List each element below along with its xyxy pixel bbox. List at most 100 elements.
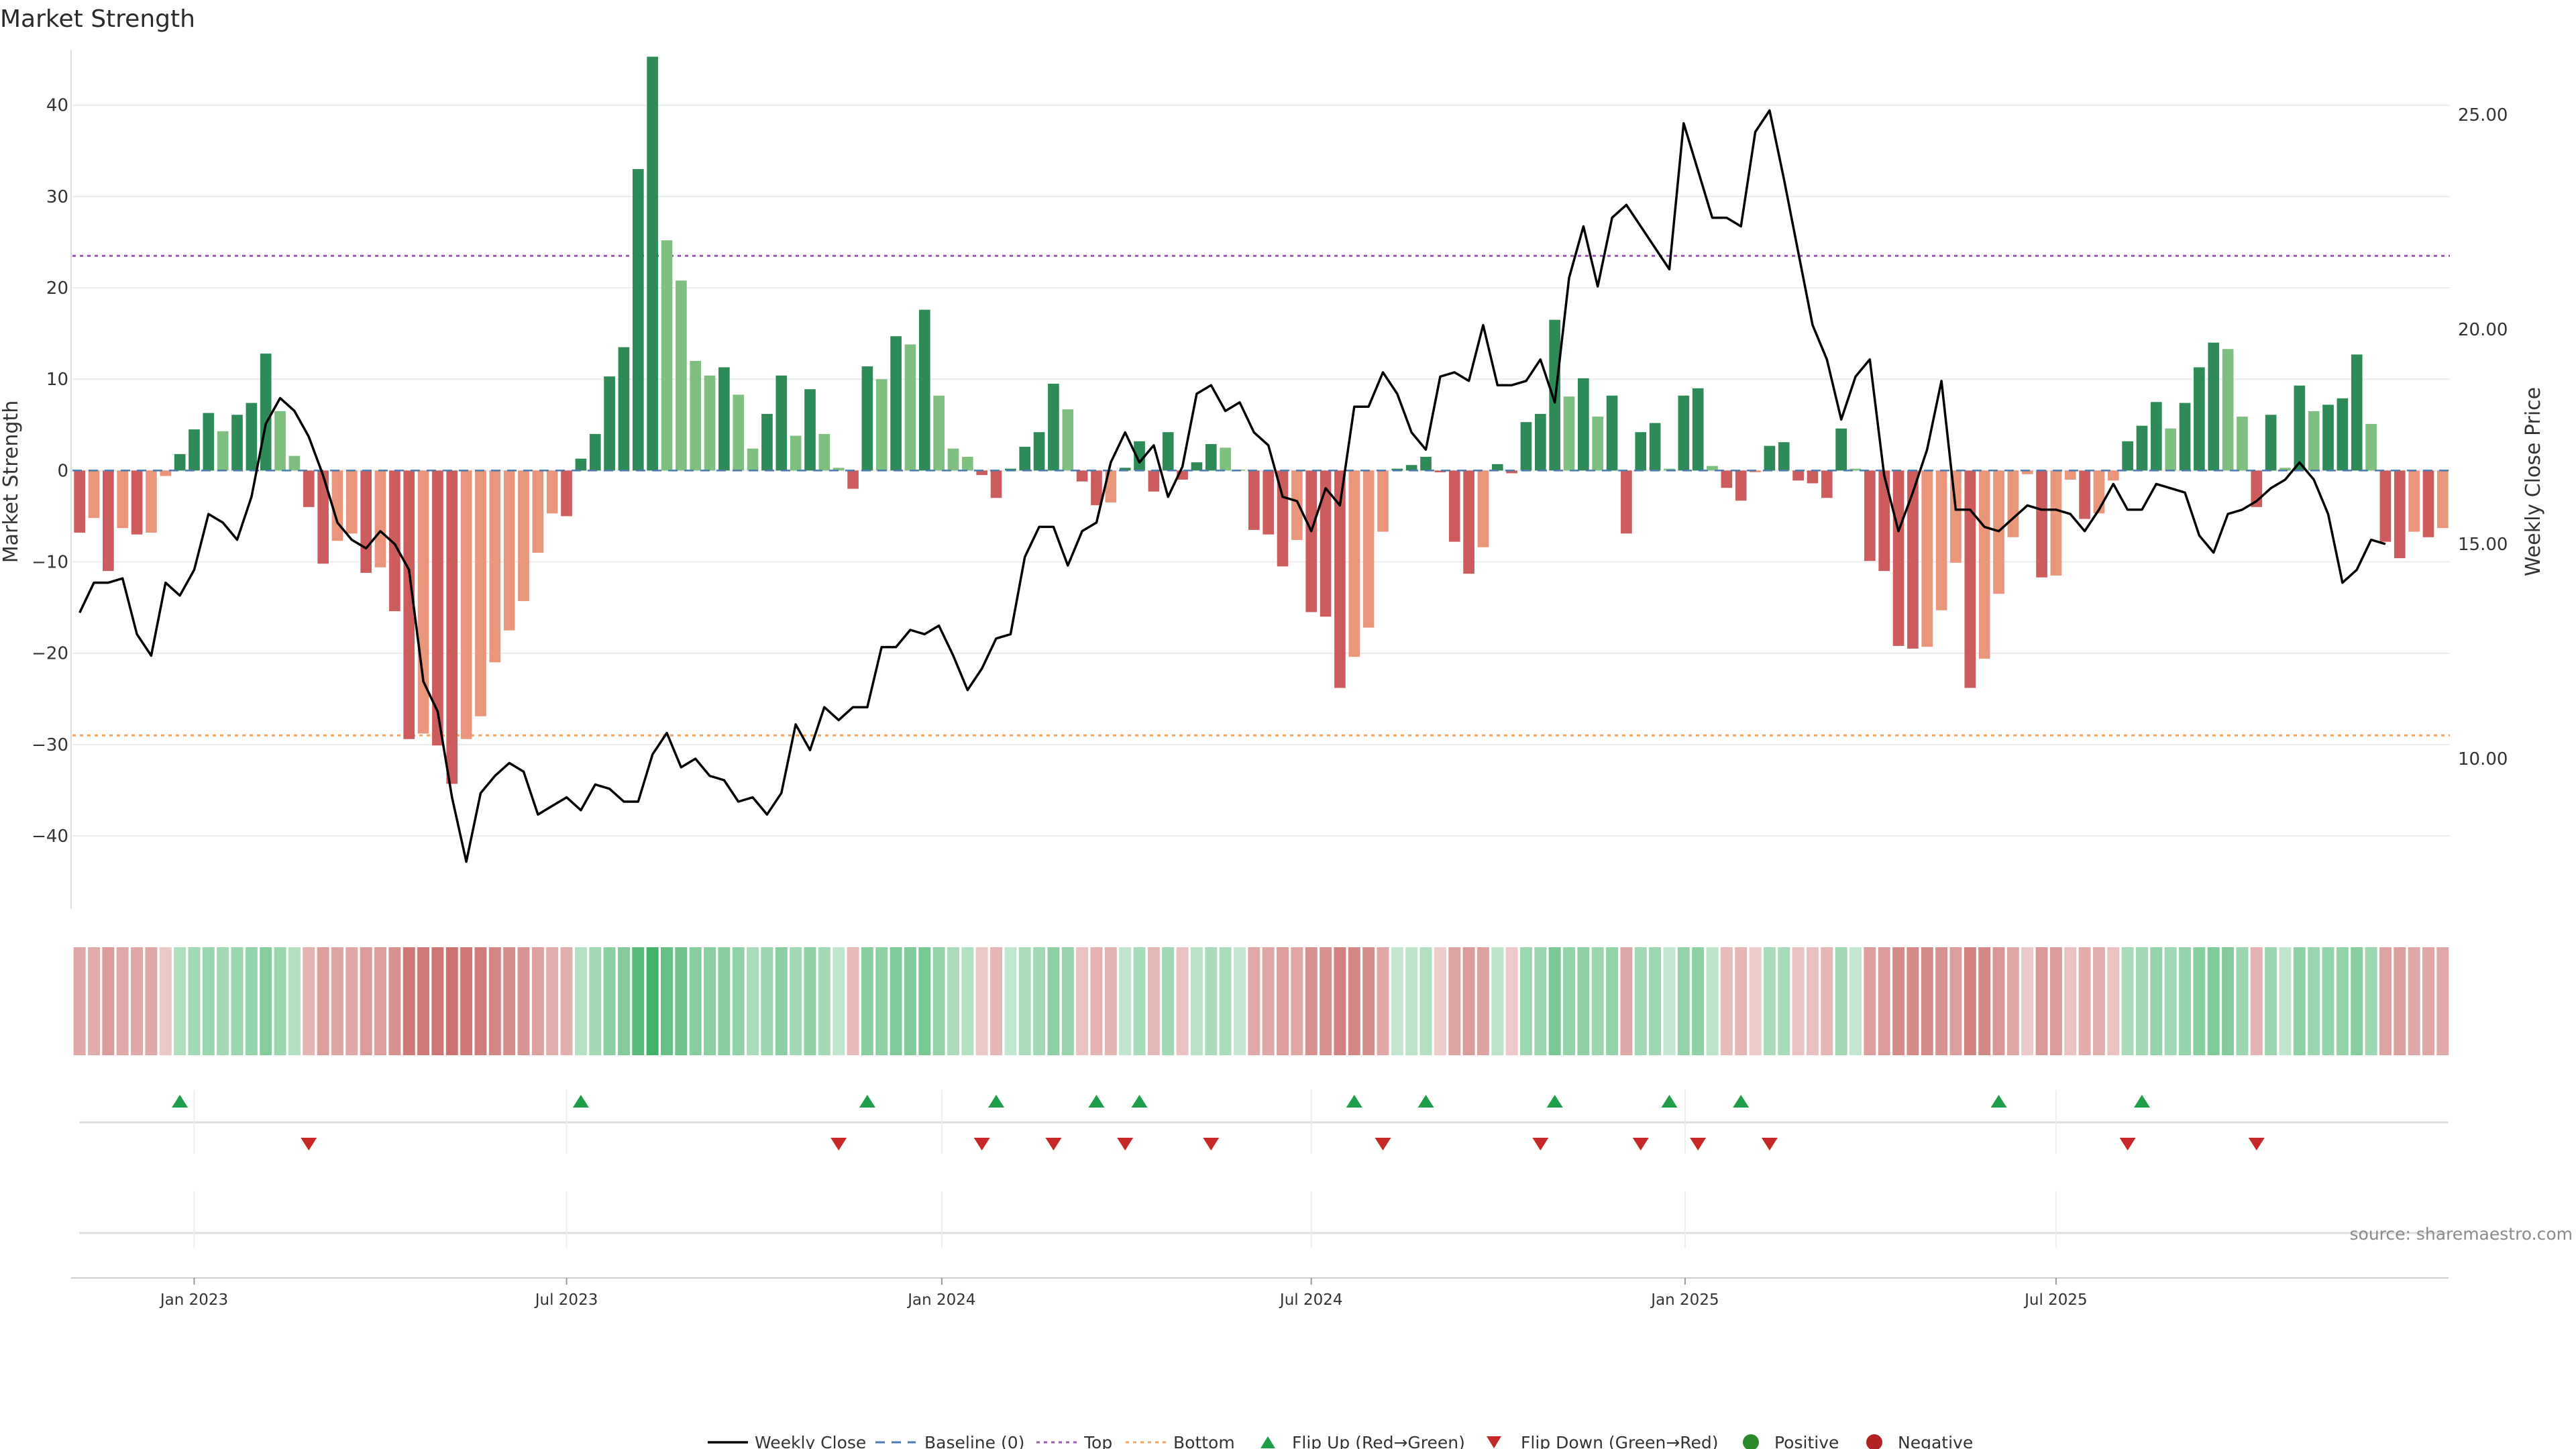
heat-cell — [1720, 947, 1733, 1055]
heat-cell — [1205, 947, 1218, 1055]
x-tick-label: Jan 2024 — [906, 1291, 975, 1309]
heat-cell — [918, 947, 931, 1055]
heat-cell — [102, 947, 115, 1055]
heat-cell — [1864, 947, 1876, 1055]
strength-bar — [1191, 462, 1203, 471]
strength-bar — [1764, 445, 1776, 471]
heat-cell — [217, 947, 229, 1055]
heat-cell — [1978, 947, 1991, 1055]
strength-bar — [417, 470, 429, 734]
heat-cell — [2207, 947, 2220, 1055]
strength-bar — [1649, 423, 1661, 471]
heat-cell — [1262, 947, 1275, 1055]
heat-cell — [732, 947, 745, 1055]
strength-bar — [833, 468, 845, 471]
heat-cell — [890, 947, 902, 1055]
heat-cell — [445, 947, 458, 1055]
heat-cell — [1563, 947, 1575, 1055]
strength-bar — [460, 470, 472, 739]
heat-cell — [1391, 947, 1403, 1055]
strength-bar — [1849, 468, 1862, 471]
strength-bar — [2194, 367, 2205, 471]
heat-cell — [231, 947, 244, 1055]
strength-bar — [2007, 470, 2019, 537]
strength-bar — [274, 411, 286, 471]
heat-cell — [460, 947, 473, 1055]
right-tick-label: 10.00 — [2458, 749, 2508, 769]
strength-bar — [976, 470, 988, 476]
strength-bar — [546, 470, 558, 514]
strength-bar — [1821, 470, 1833, 498]
heat-cell — [1061, 947, 1074, 1055]
heat-cell — [1677, 947, 1690, 1055]
strength-bar — [1635, 432, 1647, 471]
heat-cell — [2379, 947, 2392, 1055]
strength-bar — [861, 366, 873, 471]
left-tick-label: 10 — [46, 370, 68, 390]
heat-cell — [1921, 947, 1933, 1055]
strength-bar — [947, 448, 959, 471]
strength-bar — [1978, 470, 1990, 659]
strength-bar — [1735, 470, 1747, 501]
flip-up-markers — [172, 1095, 2150, 1108]
heat-cell — [303, 947, 315, 1055]
heat-cell — [1749, 947, 1762, 1055]
heat-cell — [517, 947, 530, 1055]
flip-down-marker — [1375, 1138, 1391, 1150]
heat-cell — [617, 947, 630, 1055]
strength-bar — [2021, 470, 2033, 474]
strength-bar — [733, 394, 745, 471]
strength-bar — [146, 470, 157, 533]
heat-cell — [1234, 947, 1246, 1055]
heat-cell — [1190, 947, 1203, 1055]
strength-bar — [804, 389, 816, 471]
heat-cell — [1405, 947, 1418, 1055]
legend-negative-swatch — [1866, 1434, 1882, 1449]
strength-bar — [317, 470, 329, 564]
flip-down-marker — [1632, 1138, 1649, 1150]
heat-cell — [159, 947, 172, 1055]
heat-cell — [1362, 947, 1375, 1055]
flip-up-marker — [1733, 1095, 1750, 1108]
right-tick-label: 20.00 — [2458, 320, 2508, 340]
heat-cell — [932, 947, 945, 1055]
threshold-lines — [72, 254, 2450, 737]
heat-cell — [1018, 947, 1031, 1055]
flip-panel-gridlines — [193, 1090, 2057, 1154]
heat-cell — [2365, 947, 2377, 1055]
heat-cell — [188, 947, 201, 1055]
strength-bar — [1334, 470, 1346, 688]
strength-bar — [2436, 470, 2449, 529]
strength-bar — [790, 435, 802, 471]
strength-bar — [1005, 468, 1016, 471]
heat-cell — [417, 947, 430, 1055]
heat-cell — [1949, 947, 1962, 1055]
strength-bar — [1692, 388, 1704, 471]
x-tick-label: Jul 2025 — [2023, 1291, 2088, 1309]
strength-bar — [2379, 470, 2392, 542]
strength-bar — [2122, 441, 2133, 471]
heat-cell — [331, 947, 343, 1055]
heat-cell — [2293, 947, 2306, 1055]
strength-bar — [1864, 470, 1876, 561]
heat-cell — [1147, 947, 1160, 1055]
left-tick-label: −40 — [32, 826, 68, 847]
heat-cell — [402, 947, 415, 1055]
flip-markers-panel — [79, 1090, 2449, 1154]
strength-bar — [389, 470, 400, 612]
x-axis: Jan 2023 Jul 2023 Jan 2024 Jul 2024 Jan 2025… — [71, 1277, 2449, 1309]
strength-bar — [1305, 470, 1318, 612]
strength-bar — [1921, 470, 1933, 647]
heat-cell — [2107, 947, 2120, 1055]
strength-bar — [1134, 441, 1145, 471]
strength-bar — [131, 470, 143, 535]
strength-bar — [446, 470, 458, 784]
strength-bar — [1506, 470, 1517, 474]
heat-cell — [2422, 947, 2434, 1055]
strength-bar — [1348, 470, 1360, 657]
heat-cell — [1519, 947, 1532, 1055]
heat-cell — [1505, 947, 1518, 1055]
heat-cell — [145, 947, 158, 1055]
heat-cell — [1849, 947, 1862, 1055]
strength-bar — [74, 470, 86, 533]
